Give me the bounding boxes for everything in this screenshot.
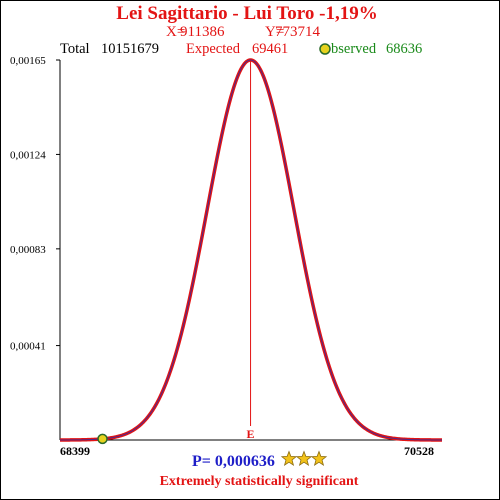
y-tick-label: 0,00041: [10, 341, 46, 353]
y-tick-label: 0,00124: [10, 149, 46, 161]
total-value: 10151679: [101, 41, 159, 57]
y-tick-label: 0,00165: [10, 55, 46, 67]
distribution-curve-core: [59, 59, 442, 441]
expected-label: Expected: [186, 41, 241, 57]
star-icon: [310, 450, 328, 466]
chart-title: Lei Sagittario - Lui Toro -1,19%: [116, 3, 377, 24]
y-label: Y=: [265, 24, 284, 40]
x-label: X=: [166, 24, 185, 40]
x-min-label: 68399: [60, 444, 90, 458]
star-icon: [280, 450, 298, 466]
y-value: 773714: [275, 24, 321, 40]
significance-text: Extremely statistically significant: [160, 474, 359, 489]
total-label: Total: [60, 41, 90, 57]
y-tick-label: 0,00083: [10, 244, 46, 256]
star-icon: [295, 450, 313, 466]
p-value: P= 0,000636: [192, 453, 275, 470]
x-max-label: 70528: [404, 444, 434, 458]
observed-marker-icon: [319, 43, 331, 55]
expected-value: 69461: [252, 41, 288, 57]
star-rating: [280, 450, 328, 466]
x-value: 911386: [180, 24, 225, 40]
y-ticks: 0,00041 0,00083 0,00124 0,00165: [10, 55, 60, 353]
expected-marker-label: E: [247, 427, 255, 441]
observed-point-marker: [97, 433, 108, 445]
observed-value: 68636: [386, 41, 422, 57]
observed-label: bserved: [331, 41, 377, 57]
